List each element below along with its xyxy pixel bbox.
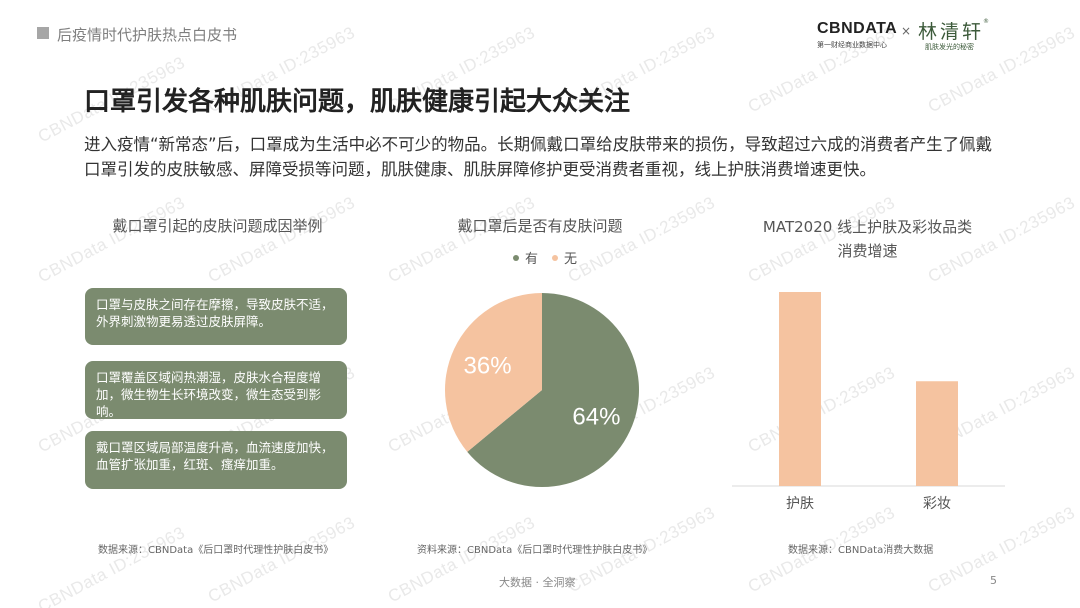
watermark-text: CBNData ID:235963: [204, 192, 359, 287]
causes-title: 戴口罩引起的皮肤问题成因举例: [112, 217, 323, 235]
pie-label-yes: 64%: [572, 404, 620, 431]
pie-chart-title: 戴口罩后是否有皮肤问题: [457, 217, 623, 235]
watermark-text: CBNData ID:235963: [34, 522, 189, 608]
source-bars: 数据来源：CBNData消费大数据: [788, 545, 934, 556]
page-number: 5: [990, 574, 997, 587]
bar-makeup: [916, 381, 958, 486]
watermark-text: CBNData ID:235963: [34, 192, 189, 287]
legend-label-yes: 有: [525, 252, 539, 267]
collab-times-sign: ×: [901, 24, 912, 38]
legend-label-no: 无: [564, 252, 578, 267]
bar-chart-title-line1: MAT2020 线上护肤及彩妆品类: [762, 218, 973, 236]
bar-tick-label: 彩妆: [923, 496, 951, 512]
source-pie: 资料来源：CBNData《后口罩时代理性护肤白皮书》: [417, 545, 653, 556]
linqingxuan-slogan: 肌肤发光的秘密: [925, 43, 974, 51]
cbndata-logo: CBNDATA: [817, 20, 898, 37]
section-marker: [37, 27, 49, 39]
cause-box-2: 口罩覆盖区域闷热潮湿，皮肤水合程度增加，微生物生长环境改变，微生态受到影响。: [85, 361, 347, 419]
legend-swatch-yes: [513, 254, 519, 261]
linqingxuan-logo: 林清轩: [918, 21, 985, 43]
bar-chart-title-line2: 消费增速: [837, 242, 898, 260]
watermark-text: CBNData ID:235963: [384, 512, 539, 607]
cause-box-1: 口罩与皮肤之间存在摩擦，导致皮肤不适，外界刺激物更易透过皮肤屏障。: [85, 288, 347, 345]
pie-slice-yes: [467, 293, 639, 487]
watermark-text: CBNData ID:235963: [564, 192, 719, 287]
legend-swatch-no: [552, 254, 559, 261]
legend-item-no: 无: [552, 248, 577, 267]
registered-mark: ®: [983, 18, 989, 25]
bar-skincare: [779, 292, 821, 486]
pie-label-no: 36%: [464, 352, 512, 379]
bar-tick-label: 护肤: [786, 496, 814, 512]
cbndata-logo-subtitle: 第一财经商业数据中心: [817, 41, 887, 49]
bar-chart: 护肤 彩妆: [732, 292, 1005, 512]
legend-item-yes: 有: [513, 248, 538, 267]
pie-slice-no: [445, 293, 542, 452]
watermark-text: CBNData ID:235963: [384, 192, 539, 287]
watermark-text: CBNData ID:235963: [204, 512, 359, 607]
source-causes: 数据来源：CBNData《后口罩时代理性护肤白皮书》: [98, 545, 334, 556]
intro-paragraph: 进入疫情“新常态”后，口罩成为生活中必不可少的物品。长期佩戴口罩给皮肤带来的损伤…: [84, 135, 993, 179]
cause-box-3: 戴口罩区域局部温度升高，血流速度加快，血管扩张加重，红斑、瘙痒加重。: [85, 431, 347, 489]
bar-chart-title: MAT2020 线上护肤及彩妆品类 消费增速: [750, 215, 985, 263]
footer-slogan: 大数据 · 全洞察: [499, 576, 576, 589]
pie-chart: 64% 36%: [445, 293, 639, 487]
section-title: 后疫情时代护肤热点白皮书: [57, 26, 238, 44]
page-title: 口罩引发各种肌肤问题，肌肤健康引起大众关注: [84, 87, 631, 117]
pie-legend: 有 无: [513, 248, 577, 267]
